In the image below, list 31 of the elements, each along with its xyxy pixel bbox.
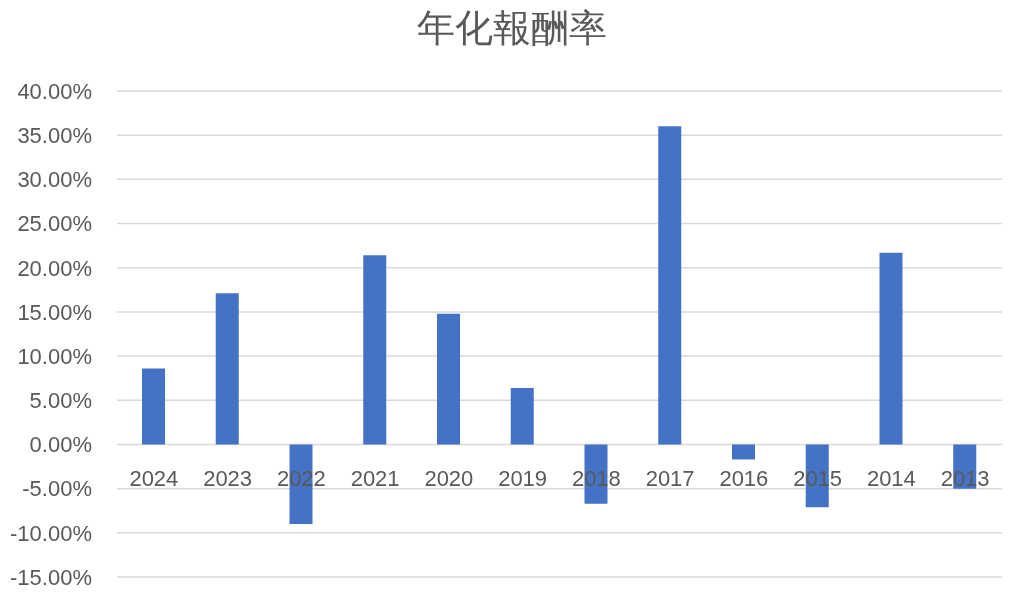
x-tick-label: 2022 — [276, 465, 326, 491]
y-tick-label: 10.00% — [17, 343, 92, 369]
bar — [363, 255, 387, 445]
x-tick-label: 2017 — [645, 465, 695, 491]
y-tick-label: -5.00% — [22, 476, 92, 502]
x-tick-label: 2020 — [424, 465, 474, 491]
x-tick-label: 2014 — [866, 465, 916, 491]
bar — [215, 293, 239, 445]
y-tick-label: 35.00% — [17, 122, 92, 148]
y-tick-label: 15.00% — [17, 299, 92, 325]
y-tick-label: 0.00% — [29, 432, 92, 458]
bar — [879, 252, 903, 445]
y-tick-label: -15.00% — [10, 564, 92, 590]
y-tick-label: 25.00% — [17, 211, 92, 237]
y-tick-label: 40.00% — [17, 78, 92, 104]
y-tick-label: 5.00% — [29, 388, 92, 414]
bar — [510, 387, 534, 445]
x-tick-label: 2016 — [719, 465, 769, 491]
bar — [437, 313, 460, 445]
x-tick-label: 2019 — [498, 465, 548, 491]
y-tick-label: 20.00% — [17, 255, 92, 281]
x-tick-label: 2021 — [350, 465, 400, 491]
bar — [142, 368, 165, 445]
x-tick-label: 2018 — [571, 465, 621, 491]
x-tick-label: 2024 — [129, 465, 179, 491]
bar — [658, 126, 682, 445]
x-tick-label: 2023 — [203, 465, 253, 491]
y-tick-label: -10.00% — [10, 520, 92, 546]
bar — [732, 444, 755, 460]
chart-title: 年化報酬率 — [416, 6, 608, 51]
y-tick-label: 30.00% — [17, 167, 92, 193]
